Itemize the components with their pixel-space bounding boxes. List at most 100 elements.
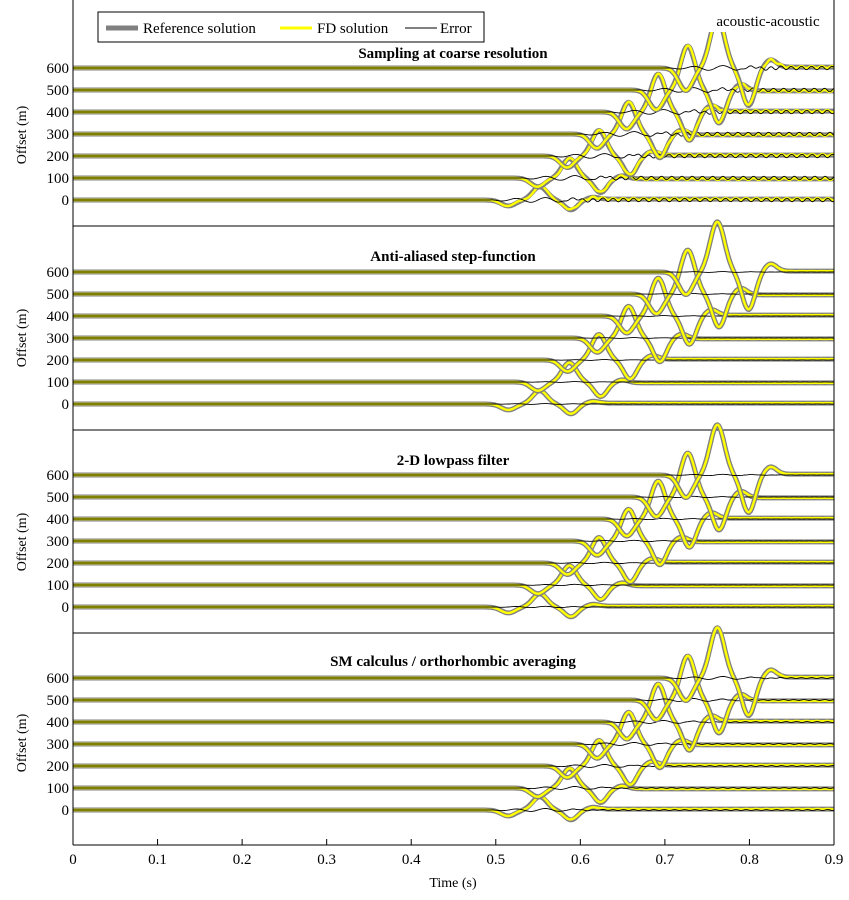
y-tick-label: 500 [47,693,70,709]
error-trace-0 [73,808,835,812]
y-axis-label-panel-2: Offset (m) [15,308,30,367]
y-tick-label: 300 [47,331,70,347]
reference-trace-100 [71,563,836,603]
y-axis-label-panel-4: Offset (m) [15,713,30,772]
error-trace-400 [73,315,834,317]
panel-title: Sampling at coarse resolution [358,46,548,62]
corner-annotation-box [704,8,832,32]
error-trace-500 [73,87,835,93]
x-tick-label: 0.3 [317,852,336,868]
y-tick-label: 0 [62,803,70,819]
y-tick-label: 500 [47,490,70,506]
legend-label-fd: FD solution [317,21,389,37]
y-tick-label: 200 [47,149,70,165]
error-trace-600 [73,473,835,477]
panel-title-bg [349,246,557,265]
y-tick-label: 300 [47,534,70,550]
y-tick-label: 400 [47,715,70,731]
error-trace-500 [73,698,835,702]
y-tick-label: 300 [47,737,70,753]
x-tick-label: 0.7 [656,852,675,868]
panel-2: 0 100 200 300 400 500 600 Anti-aliased step-fun… [47,219,836,431]
corner-annotation: acoustic-acoustic [716,14,820,30]
legend-label-error: Error [440,21,472,37]
error-trace-400 [73,720,835,724]
panel-title-bg [337,43,569,62]
error-trace-0 [73,403,834,405]
x-tick-label: 0.2 [233,852,252,868]
x-tick-label: 0.6 [571,852,590,868]
reference-trace-0 [71,184,836,213]
panel-3: 0 100 200 300 400 500 600 2-D lowpass filter [47,422,836,634]
panel-title: Anti-aliased step-function [370,249,536,265]
y-axis-label-panel-1: Offset (m) [15,105,30,164]
reference-trace-100 [71,766,836,806]
error-trace-600 [73,65,835,71]
x-tick-label: 0.8 [740,852,759,868]
error-trace-300 [73,337,835,339]
error-trace-200 [73,561,834,565]
reference-trace-400 [71,478,836,550]
panel-title-bg [311,651,595,670]
y-axis-label-panel-3: Offset (m) [15,512,30,571]
y-tick-label: 400 [47,512,70,528]
panel-title: SM calculus / orthorhombic averaging [330,654,576,670]
error-trace-500 [73,495,835,499]
error-trace-400 [73,517,834,521]
fd-trace-100 [73,767,835,804]
legend-label-reference: Reference solution [143,21,256,37]
error-trace-500 [73,293,835,295]
panel-4: 0 100 200 300 400 500 600 SM calculus / orthorh… [47,625,836,823]
y-tick-label: 600 [47,265,70,281]
error-trace-200 [73,764,835,768]
error-trace-200 [73,153,835,159]
x-tick-label: 0.4 [402,852,421,868]
panels: 0 100 200 300 400 500 600 Sampling at coarse re… [47,15,836,823]
x-tick-label: 0.1 [148,852,167,868]
x-axis-label: Time (s) [429,876,477,891]
y-tick-label: 0 [62,193,70,209]
y-tick-label: 100 [47,375,70,391]
x-tick-label: 0.5 [486,852,505,868]
x-tick-label: 0 [69,852,77,868]
reference-trace-400 [71,71,836,143]
y-tick-label: 0 [62,397,70,413]
error-trace-100 [73,583,835,587]
error-trace-600 [73,676,835,680]
legend: Reference solution FD solution Error [97,11,485,43]
y-tick-label: 600 [47,671,70,687]
y-tick-label: 200 [47,353,70,369]
y-tick-label: 100 [47,781,70,797]
panel-title: 2-D lowpass filter [397,453,510,469]
y-tick-label: 400 [47,309,70,325]
y-tick-label: 600 [47,468,70,484]
y-tick-label: 500 [47,83,70,99]
y-tick-label: 400 [47,105,70,121]
error-trace-100 [73,381,835,383]
error-trace-300 [73,131,835,137]
y-tick-label: 600 [47,61,70,77]
y-tick-label: 0 [62,600,70,616]
y-tick-label: 100 [47,578,70,594]
error-trace-200 [73,359,834,361]
y-tick-label: 300 [47,127,70,143]
y-tick-label: 500 [47,287,70,303]
x-axis-ticks: 0 0.1 0.2 0.3 0.4 0.5 0.6 0.7 0.8 0.9 [69,839,843,868]
panel-1: 0 100 200 300 400 500 600 Sampling at coarse re… [47,15,836,227]
y-tick-label: 200 [47,759,70,775]
error-trace-0 [73,605,834,609]
reference-trace-400 [71,275,836,347]
reference-trace-100 [71,360,836,400]
y-tick-label: 200 [47,556,70,572]
error-trace-300 [73,742,835,746]
panel-title-bg [379,450,527,469]
error-trace-300 [73,539,835,543]
error-trace-100 [73,175,835,181]
y-tick-label: 100 [47,171,70,187]
fd-trace-100 [73,156,835,193]
error-trace-0 [73,197,835,203]
x-tick-label: 0.9 [825,852,844,868]
error-trace-400 [73,109,835,115]
